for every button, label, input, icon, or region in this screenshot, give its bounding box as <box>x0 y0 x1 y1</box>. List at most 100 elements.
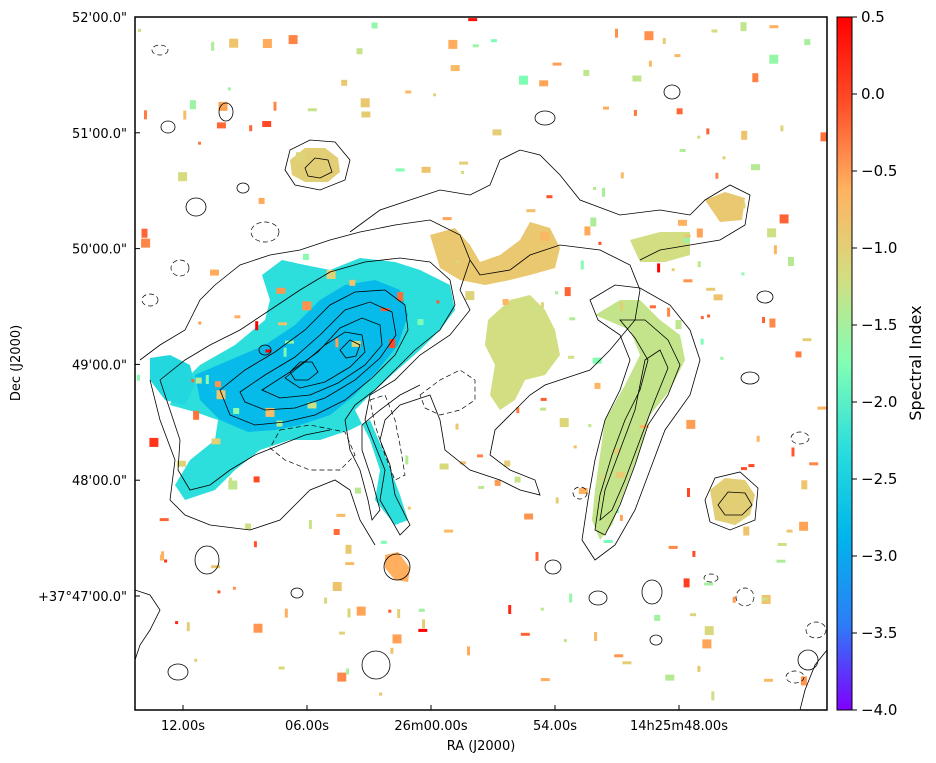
noise-pixel <box>569 593 573 603</box>
x-tick-label: 12.00s <box>161 719 205 734</box>
noise-pixel <box>804 39 811 46</box>
negative-contour-6 <box>151 44 169 56</box>
noise-pixel <box>740 22 747 32</box>
noise-pixel <box>540 607 544 611</box>
noise-pixel <box>211 438 221 445</box>
noise-pixel <box>620 301 623 311</box>
noise-pixel <box>332 582 342 591</box>
noise-pixel <box>564 287 571 297</box>
plot-frame <box>134 16 828 711</box>
noise-pixel <box>477 454 483 458</box>
noise-pixel <box>360 98 370 108</box>
noise-pixel <box>795 351 802 358</box>
noise-pixel <box>773 245 777 255</box>
contour-island-18 <box>649 634 663 646</box>
noise-pixel <box>817 406 827 410</box>
x-tick-label: 06.00s <box>285 719 329 734</box>
noise-pixel <box>769 318 776 328</box>
noise-pixel <box>602 187 605 197</box>
noise-pixel <box>696 228 703 238</box>
noise-pixel <box>494 479 501 486</box>
noise-pixel <box>590 217 597 227</box>
noise-pixel <box>234 315 241 319</box>
noise-pixel <box>141 238 151 248</box>
noise-pixel <box>619 514 623 521</box>
noise-pixel <box>183 110 187 120</box>
noise-pixel <box>535 551 539 561</box>
noise-pixel <box>614 447 621 454</box>
noise-pixel <box>335 338 339 348</box>
noise-pixel <box>211 565 221 569</box>
region-northeast-streak <box>705 192 745 222</box>
contour-island-9 <box>544 559 562 575</box>
noise-pixel <box>704 626 714 636</box>
noise-pixel <box>675 320 682 330</box>
noise-pixel <box>700 338 704 345</box>
noise-pixel <box>189 100 196 110</box>
noise-pixel <box>732 596 736 603</box>
noise-pixel <box>756 435 760 442</box>
noise-pixel <box>580 260 584 270</box>
contour-left-edge <box>135 589 161 661</box>
noise-pixel <box>262 39 272 48</box>
x-axis-ticks: 12.00s 06.00s 26m00.00s 54.00s 14h25m48.00s <box>161 705 728 734</box>
negative-contour-12 <box>703 573 719 583</box>
noise-pixel <box>540 678 550 682</box>
noise-pixel <box>539 80 549 87</box>
contour-island-16 <box>740 371 760 385</box>
noise-pixel <box>526 209 536 213</box>
region-eastern-filament <box>592 300 685 540</box>
contour-filament-outer <box>581 284 701 561</box>
noise-pixel <box>278 322 287 326</box>
noise-pixel <box>380 540 387 544</box>
noise-pixel <box>786 529 793 533</box>
region-south-blob <box>385 552 410 582</box>
noise-pixel <box>683 279 693 283</box>
region-western-lobe <box>150 355 195 405</box>
noise-pixel <box>149 437 159 447</box>
noise-pixel <box>555 291 559 295</box>
noise-pixel <box>302 253 309 260</box>
noise-pixel <box>524 513 534 520</box>
noise-pixel <box>615 28 618 38</box>
region-upper-right-band <box>630 232 690 262</box>
noise-pixel <box>678 219 687 226</box>
noise-pixel <box>407 506 411 510</box>
noise-pixel <box>514 476 521 483</box>
colorbar-strip <box>837 17 852 710</box>
colorbar-tick-label: 0.5 <box>861 8 885 26</box>
noise-pixel <box>741 467 747 471</box>
noise-pixel <box>273 101 277 111</box>
contour-island-19 <box>258 344 272 356</box>
contour-island-2 <box>663 84 681 100</box>
noise-pixel <box>388 609 392 613</box>
contour-7 <box>289 361 319 381</box>
noise-pixel <box>809 462 819 466</box>
noise-pixel <box>776 559 786 563</box>
noise-pixel <box>455 423 459 430</box>
noise-pixel <box>762 317 765 323</box>
noise-pixel <box>288 35 298 45</box>
noise-pixel <box>216 390 226 400</box>
noise-pixel <box>684 234 691 238</box>
noise-pixel <box>516 407 520 414</box>
noise-pixel <box>405 90 412 94</box>
noise-pixel <box>389 339 396 349</box>
noise-pixel <box>211 41 215 51</box>
colorbar-title: Spectral Index <box>906 305 925 420</box>
negative-contour-1 <box>269 424 356 471</box>
noise-pixel <box>657 263 661 273</box>
contour-north-blob-outer <box>284 139 351 191</box>
contour-island-8 <box>383 553 411 581</box>
colorbar-tick-label: −2.0 <box>861 393 897 411</box>
y-tick-label: 50'00.0" <box>72 243 127 258</box>
contour-east-blob <box>717 491 753 516</box>
noise-pixel <box>700 316 704 320</box>
noise-pixel <box>285 340 294 344</box>
noise-pixel <box>198 141 201 145</box>
negative-contour-10 <box>141 293 159 307</box>
noise-pixel <box>662 38 666 44</box>
noise-pixel <box>648 60 652 67</box>
noise-pixel <box>253 476 260 483</box>
